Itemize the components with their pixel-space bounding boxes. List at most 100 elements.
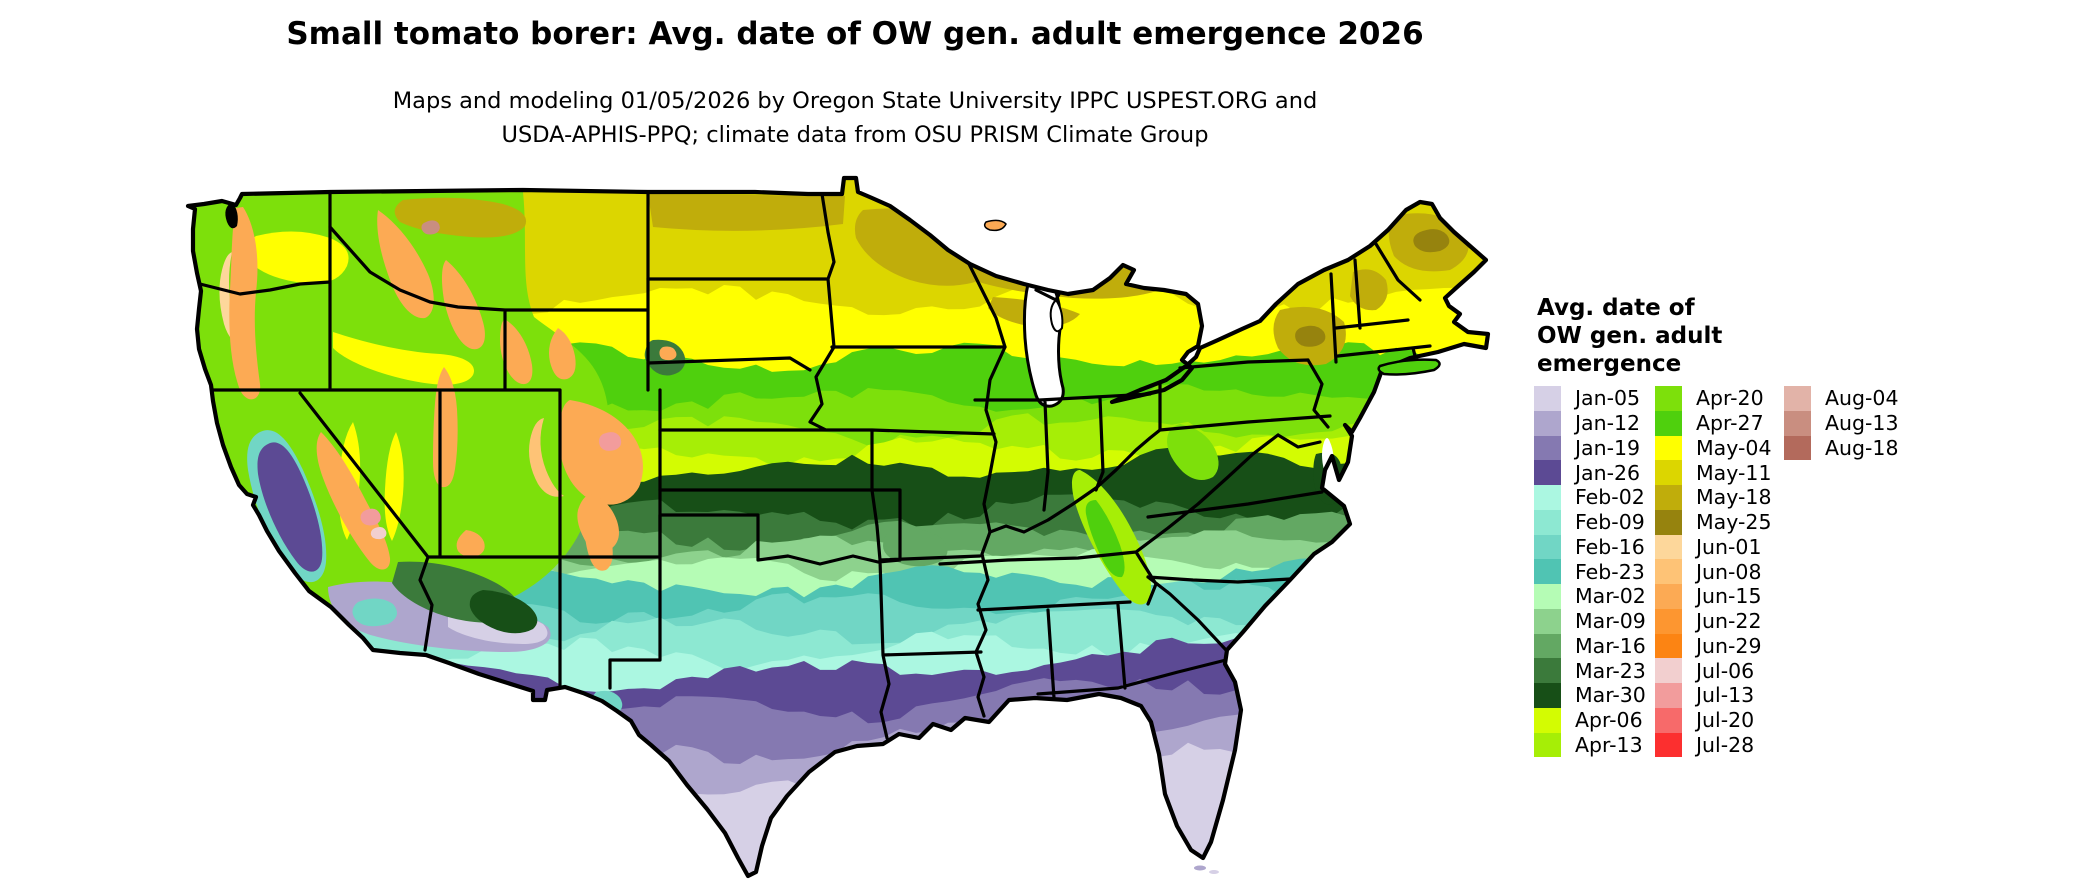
- offshore-features: [983, 219, 1441, 874]
- western-terrain-patches: [188, 192, 1469, 717]
- legend-item-Jan-26: Jan-26: [1534, 460, 1646, 485]
- legend-label: May-18: [1696, 485, 1772, 510]
- legend-swatch: [1534, 534, 1561, 560]
- legend-label: Mar-30: [1575, 683, 1646, 708]
- cascades-orange: [229, 207, 261, 400]
- legend-item-May-18: May-18: [1655, 485, 1772, 510]
- legend-label: Feb-16: [1575, 534, 1645, 559]
- legend-label: Aug-18: [1825, 435, 1899, 460]
- legend-label: May-11: [1696, 460, 1772, 485]
- isle-royale: [983, 219, 1007, 232]
- central-valley-purple: [257, 442, 323, 572]
- legend-label: Jul-28: [1696, 732, 1755, 757]
- legend-title: Avg. date of OW gen. adult emergence: [1537, 294, 1797, 378]
- appalachian-core-green: [1085, 500, 1125, 578]
- sierra-pink: [360, 508, 381, 526]
- az-white-mtns-orange: [456, 530, 485, 557]
- legend-item-Jul-06: Jul-06: [1655, 658, 1772, 683]
- legend-swatch: [1534, 584, 1561, 609]
- legend-item-Aug-18: Aug-18: [1784, 435, 1899, 461]
- legend-label: Apr-20: [1696, 386, 1764, 411]
- legend-label: Feb-23: [1575, 559, 1645, 584]
- colorado-rockies-orange: [558, 400, 643, 505]
- green-bay: [1049, 298, 1064, 333]
- legend-swatch: [1534, 732, 1561, 758]
- legend-swatch: [1655, 584, 1682, 609]
- legend-label: Aug-04: [1825, 386, 1899, 411]
- legend-label: Mar-09: [1575, 609, 1646, 634]
- legend-swatch: [1655, 608, 1682, 634]
- legend-item-Mar-16: Mar-16: [1534, 633, 1646, 659]
- legend-swatch: [1655, 435, 1682, 461]
- legend: Jan-05 Jan-12 Jan-19 Jan-26 Feb-02 Feb-09 Feb-…: [1534, 386, 1954, 766]
- windriver-orange: [500, 319, 533, 385]
- sierra-pale-pink: [370, 527, 387, 540]
- page-title: Small tomato borer: Avg. date of OW gen.…: [286, 16, 1424, 52]
- legend-swatch: [1534, 658, 1561, 683]
- state-borders-midwest-south: [938, 282, 1332, 700]
- us-emergence-map: [148, 132, 1508, 892]
- legend-label: Jan-05: [1575, 386, 1641, 411]
- state-borders-northeast: [1329, 242, 1432, 364]
- black-hills-core: [659, 346, 677, 361]
- state-borders: [198, 190, 1432, 740]
- legend-item-May-04: May-04: [1655, 435, 1772, 461]
- legend-item-Feb-23: Feb-23: [1534, 559, 1646, 584]
- legend-label: Jul-20: [1696, 708, 1755, 733]
- legend-label: Apr-13: [1575, 732, 1643, 757]
- legend-item-Feb-02: Feb-02: [1534, 485, 1646, 510]
- legend-column-3: Aug-04 Aug-13 Aug-18: [1784, 386, 1899, 461]
- legend-swatch: [1655, 386, 1682, 411]
- legend-label: Jul-06: [1696, 658, 1755, 683]
- legend-item-Jan-12: Jan-12: [1534, 410, 1646, 436]
- legend-item-May-11: May-11: [1655, 460, 1772, 485]
- legend-label: May-25: [1696, 510, 1772, 535]
- legend-swatch: [1534, 460, 1561, 485]
- adirondack-core: [1295, 325, 1326, 347]
- rockies-fringe: [529, 418, 564, 497]
- legend-swatch: [1784, 410, 1811, 436]
- state-borders-plains: [608, 192, 1007, 740]
- legend-label: Feb-09: [1575, 510, 1645, 535]
- legend-item-Feb-16: Feb-16: [1534, 534, 1646, 560]
- legend-label: May-04: [1696, 435, 1772, 460]
- legend-item-Jan-19: Jan-19: [1534, 435, 1646, 461]
- legend-item-Jun-29: Jun-29: [1655, 633, 1772, 659]
- legend-swatch: [1784, 435, 1811, 461]
- legend-item-Feb-09: Feb-09: [1534, 509, 1646, 535]
- legend-item-Apr-20: Apr-20: [1655, 386, 1772, 411]
- maine-core: [1413, 229, 1450, 253]
- legend-title-line: Avg. date of: [1537, 295, 1695, 321]
- state-borders-mississippi: [966, 260, 1007, 718]
- nevada-yellow-2: [384, 432, 404, 541]
- legend-item-Mar-30: Mar-30: [1534, 683, 1646, 708]
- legend-swatch: [1534, 559, 1561, 584]
- idaho-rockies-orange-1: [377, 210, 434, 319]
- legend-item-Jul-13: Jul-13: [1655, 683, 1772, 708]
- legend-label: Jun-15: [1696, 584, 1762, 609]
- florida-keys-1: [1194, 865, 1206, 871]
- legend-label: Mar-23: [1575, 658, 1646, 683]
- legend-item-Apr-06: Apr-06: [1534, 707, 1646, 733]
- legend-swatch: [1534, 410, 1561, 436]
- legend-swatch: [1534, 633, 1561, 659]
- legend-item-Aug-13: Aug-13: [1784, 410, 1899, 436]
- legend-label: Mar-16: [1575, 633, 1646, 658]
- legend-swatch: [1655, 707, 1682, 733]
- legend-item-Jun-15: Jun-15: [1655, 584, 1772, 609]
- legend-item-Jul-28: Jul-28: [1655, 732, 1772, 758]
- band-Jan-05: [188, 742, 1488, 876]
- subtitle-line-1: Maps and modeling 01/05/2026 by Oregon S…: [392, 88, 1318, 114]
- legend-swatch: [1655, 732, 1682, 758]
- legend-label: Jun-08: [1696, 559, 1762, 584]
- columbia-basin-yellow: [247, 231, 349, 284]
- legend-swatch: [1534, 435, 1561, 461]
- legend-item-Jun-08: Jun-08: [1655, 559, 1772, 584]
- legend-title-line: emergence: [1537, 351, 1682, 377]
- legend-label: Jul-13: [1696, 683, 1755, 708]
- snake-plain-yellow: [333, 332, 475, 385]
- legend-item-Apr-27: Apr-27: [1655, 410, 1772, 436]
- socal-mtn-teal: [352, 598, 397, 627]
- cascade-fringe: [219, 252, 244, 346]
- legend-label: Jan-19: [1575, 435, 1641, 460]
